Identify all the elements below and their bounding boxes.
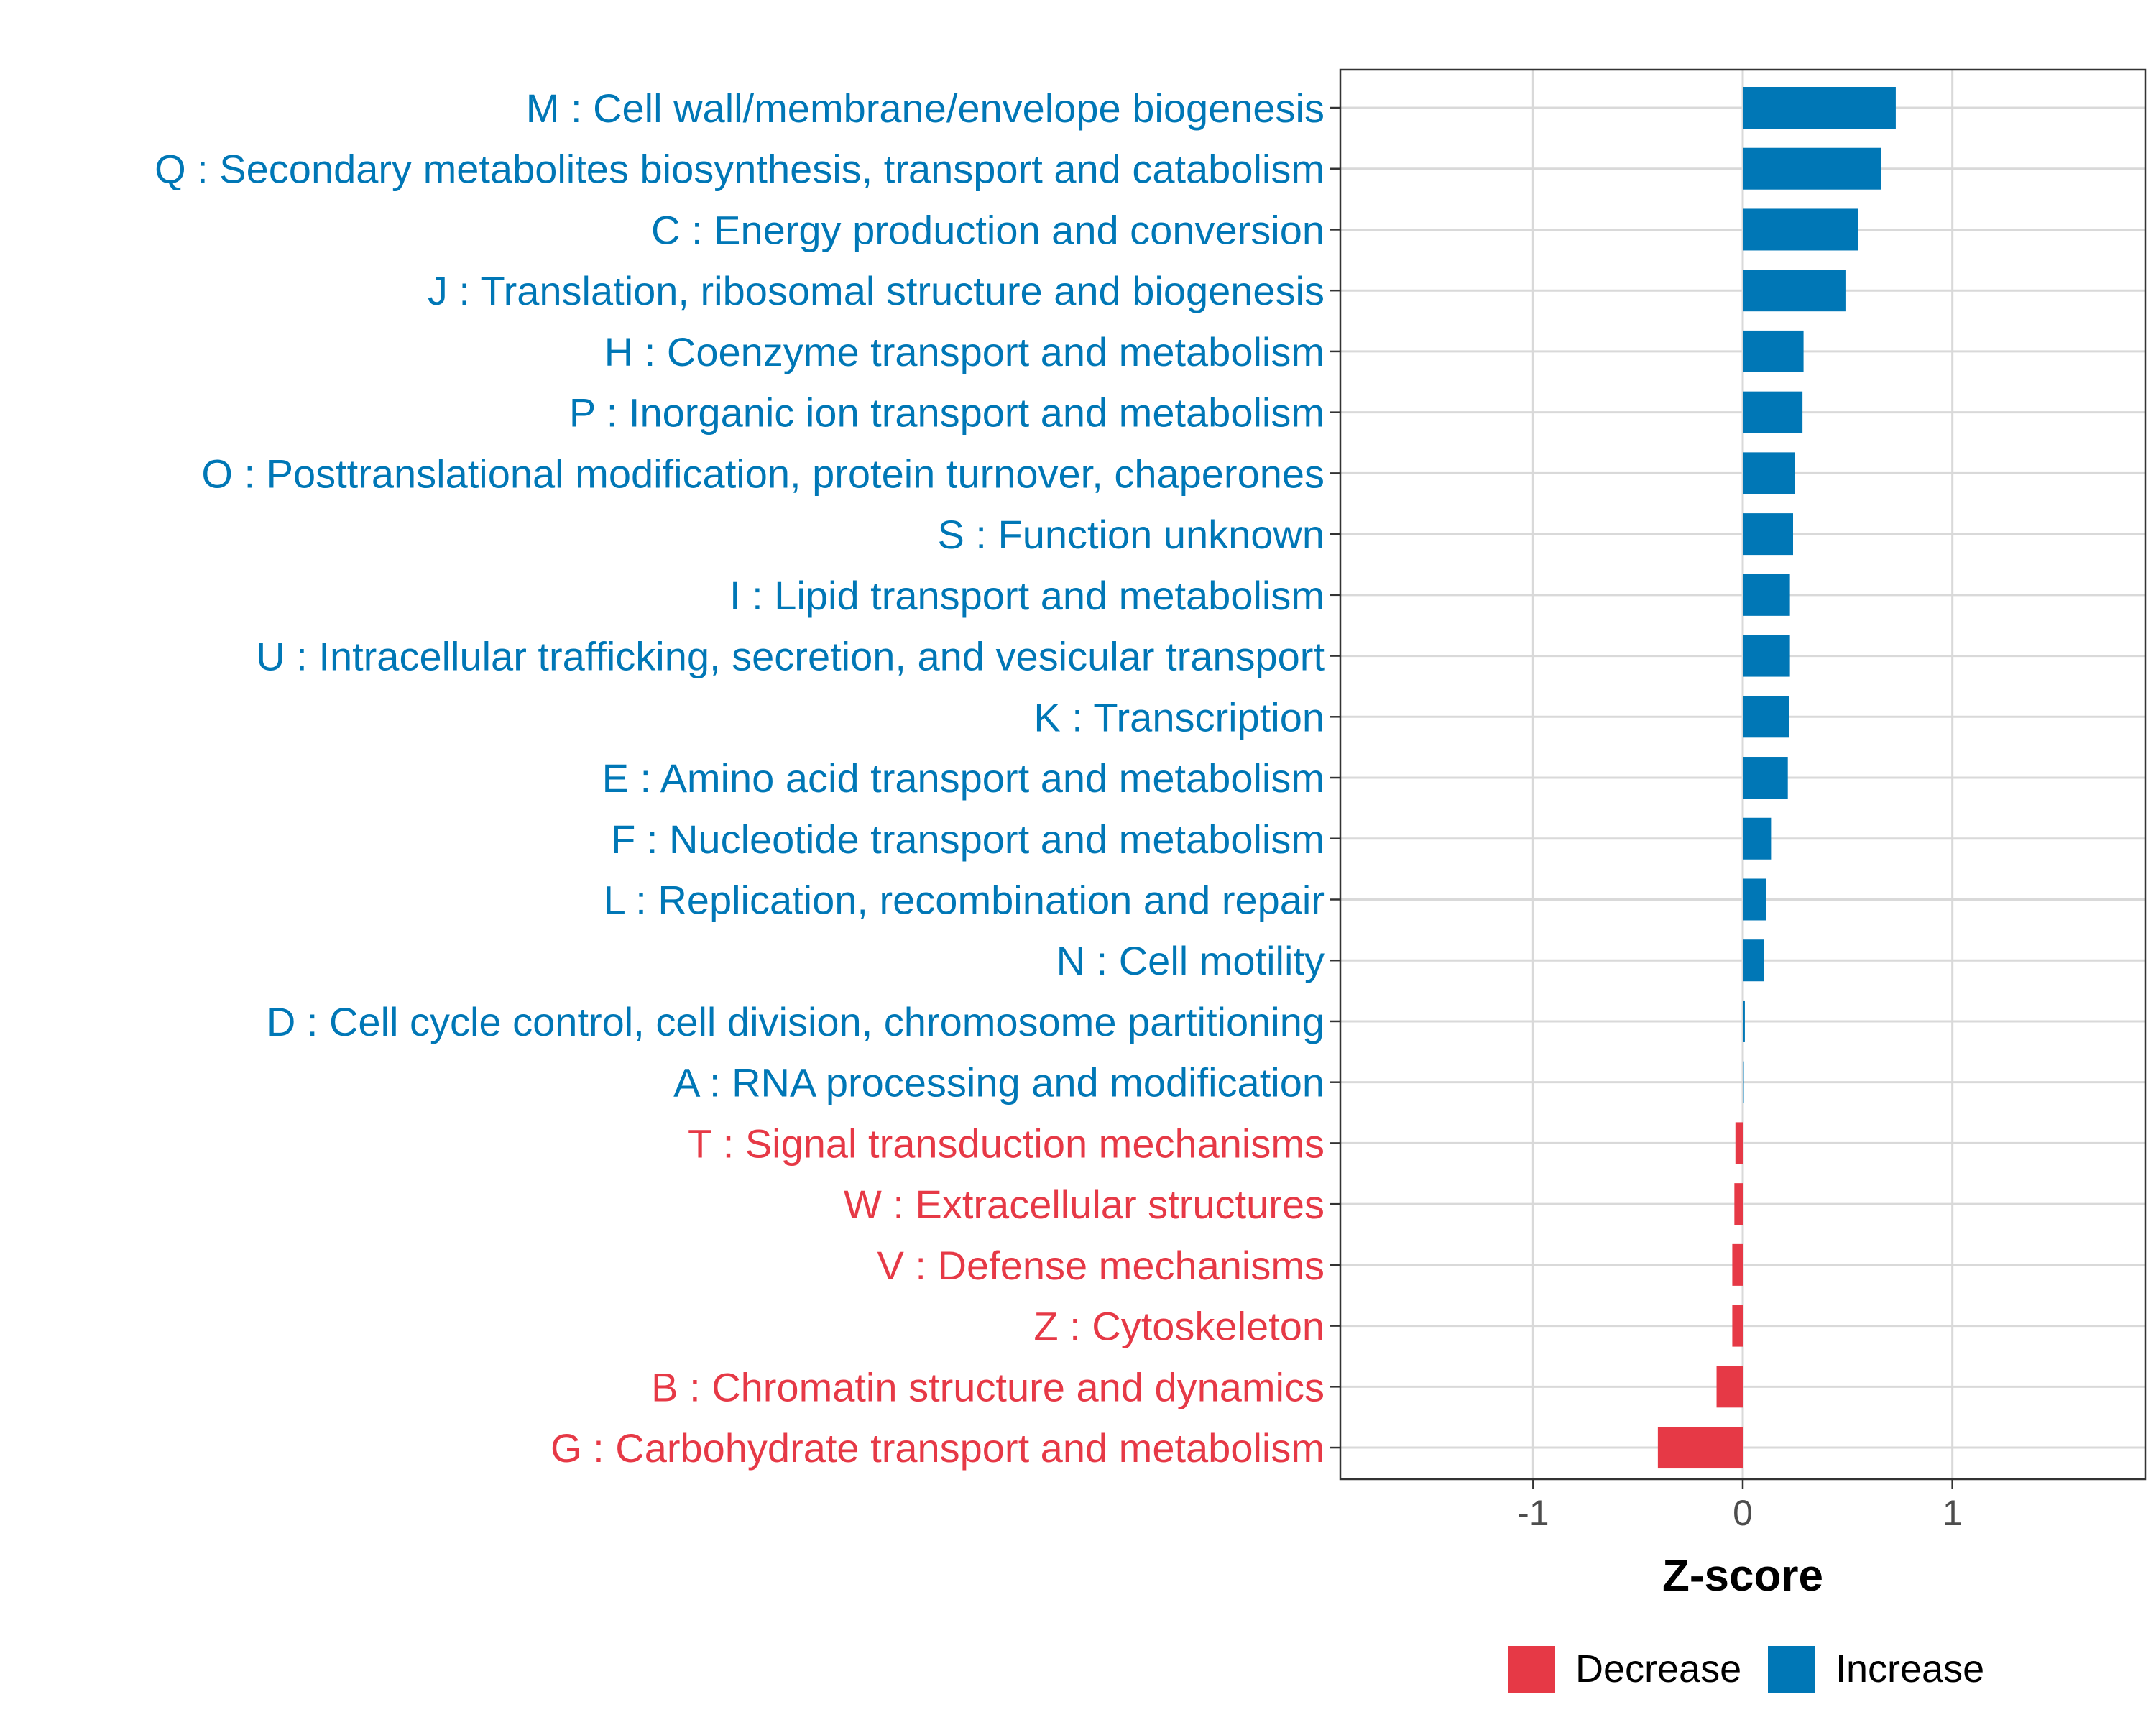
bar: [1743, 330, 1804, 372]
legend-swatch: [1768, 1646, 1815, 1693]
category-label: S : Function unknown: [937, 512, 1325, 557]
x-tick-label: 0: [1733, 1493, 1753, 1533]
legend-label: Decrease: [1575, 1647, 1741, 1690]
category-label: O : Posttranslational modification, prot…: [201, 451, 1325, 496]
category-label: T : Signal transduction mechanisms: [688, 1121, 1325, 1166]
bar-series: [1657, 87, 1896, 1469]
bar: [1743, 452, 1795, 494]
category-label: V : Defense mechanisms: [877, 1243, 1325, 1288]
category-label: W : Extracellular structures: [844, 1182, 1325, 1227]
x-tick-label: 1: [1943, 1493, 1963, 1533]
bar: [1732, 1243, 1743, 1286]
bar: [1743, 939, 1764, 982]
y-axis-ticks: [1330, 106, 1340, 1449]
category-label: M : Cell wall/membrane/envelope biogenes…: [526, 86, 1325, 131]
category-label: J : Translation, ribosomal structure and…: [428, 268, 1325, 313]
category-label: Z : Cytoskeleton: [1033, 1304, 1325, 1349]
category-label: F : Nucleotide transport and metabolism: [611, 816, 1325, 862]
legend: Decrease Increase: [1508, 1646, 1984, 1693]
x-axis-title: Z-score: [1662, 1551, 1823, 1601]
category-label: H : Coenzyme transport and metabolism: [604, 329, 1325, 374]
category-label: I : Lipid transport and metabolism: [729, 573, 1325, 618]
bar: [1743, 270, 1846, 312]
category-label: D : Cell cycle control, cell division, c…: [267, 999, 1325, 1044]
legend-swatch: [1508, 1646, 1555, 1693]
bar: [1743, 1061, 1744, 1103]
category-label: P : Inorganic ion transport and metaboli…: [569, 390, 1325, 436]
bar: [1743, 696, 1789, 738]
bar: [1734, 1183, 1743, 1225]
category-label: L : Replication, recombination and repai…: [604, 877, 1325, 922]
bar: [1735, 1122, 1743, 1164]
bar: [1743, 635, 1790, 677]
bar: [1743, 87, 1896, 129]
bar: [1743, 757, 1788, 799]
category-label: A : RNA processing and modification: [673, 1060, 1325, 1105]
category-label: E : Amino acid transport and metabolism: [602, 755, 1325, 801]
y-axis-category-labels: M : Cell wall/membrane/envelope biogenes…: [155, 86, 1325, 1471]
bar: [1743, 817, 1772, 860]
legend-label: Increase: [1835, 1647, 1984, 1690]
x-axis-tick-labels: -1 0 1: [1517, 1493, 1962, 1533]
bar: [1743, 147, 1881, 190]
category-label: B : Chromatin structure and dynamics: [651, 1364, 1325, 1409]
category-label: U : Intracellular trafficking, secretion…: [256, 634, 1325, 679]
bar: [1716, 1366, 1743, 1408]
bar: [1743, 878, 1766, 921]
bar: [1732, 1305, 1743, 1347]
bar: [1743, 513, 1793, 556]
category-label: K : Transcription: [1033, 694, 1325, 740]
bar: [1743, 1000, 1745, 1042]
bar: [1743, 574, 1790, 616]
category-label: N : Cell motility: [1056, 938, 1325, 983]
x-tick-label: -1: [1517, 1493, 1549, 1533]
category-label: Q : Secondary metabolites biosynthesis, …: [155, 147, 1325, 192]
bar: [1657, 1427, 1743, 1469]
bar: [1743, 208, 1858, 251]
category-label: G : Carbohydrate transport and metabolis…: [550, 1425, 1325, 1471]
bar: [1743, 391, 1803, 433]
category-label: C : Energy production and conversion: [651, 207, 1325, 252]
x-axis-ticks: [1532, 1479, 1953, 1489]
